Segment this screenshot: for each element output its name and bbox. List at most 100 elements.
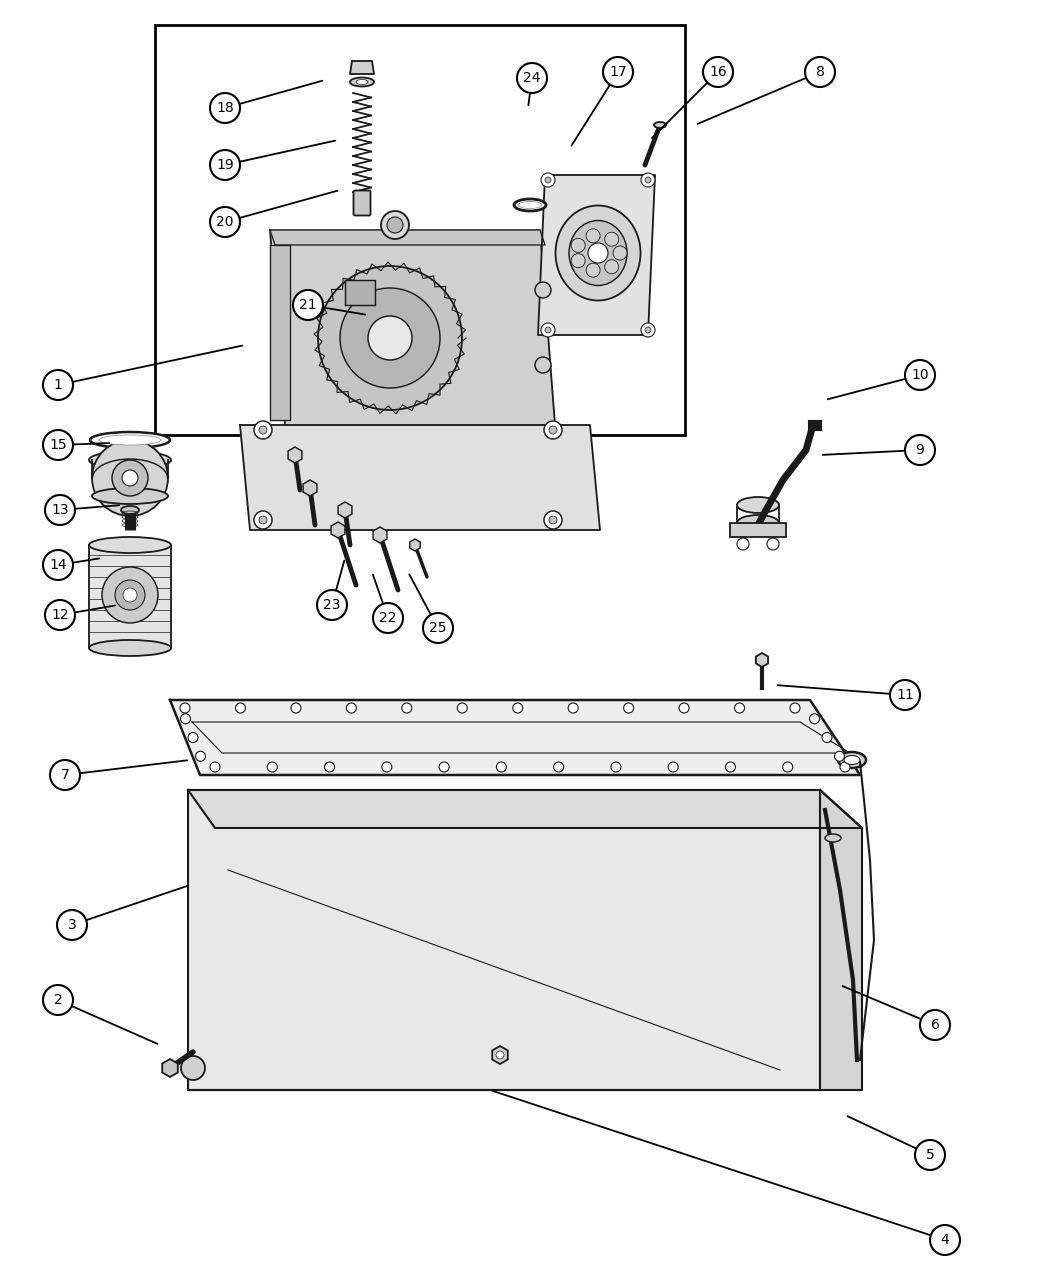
Polygon shape <box>270 230 555 425</box>
Circle shape <box>726 762 735 771</box>
Ellipse shape <box>356 79 368 84</box>
Circle shape <box>317 590 346 620</box>
Text: 24: 24 <box>523 71 541 85</box>
Text: 14: 14 <box>49 558 67 572</box>
Ellipse shape <box>825 834 841 842</box>
Circle shape <box>402 703 412 713</box>
Circle shape <box>668 762 678 771</box>
Circle shape <box>640 173 655 187</box>
Circle shape <box>346 703 356 713</box>
Circle shape <box>679 703 689 713</box>
Circle shape <box>387 217 403 233</box>
Circle shape <box>890 680 920 710</box>
Circle shape <box>536 282 551 298</box>
Circle shape <box>210 762 220 771</box>
Text: 7: 7 <box>61 768 69 782</box>
Circle shape <box>905 360 934 390</box>
Circle shape <box>905 435 934 465</box>
Circle shape <box>92 440 168 516</box>
Circle shape <box>840 762 850 771</box>
Polygon shape <box>350 61 374 74</box>
Text: 15: 15 <box>49 439 67 453</box>
Circle shape <box>340 288 440 388</box>
Text: 22: 22 <box>379 611 397 625</box>
Circle shape <box>549 516 556 524</box>
Text: 18: 18 <box>216 101 234 115</box>
Circle shape <box>810 714 819 724</box>
Ellipse shape <box>569 221 627 286</box>
Circle shape <box>122 470 138 486</box>
Circle shape <box>381 210 410 238</box>
Circle shape <box>822 733 832 742</box>
Text: 23: 23 <box>323 598 341 612</box>
Circle shape <box>188 733 198 742</box>
Circle shape <box>930 1225 960 1255</box>
Text: 3: 3 <box>67 918 77 932</box>
Text: 21: 21 <box>299 298 317 312</box>
Ellipse shape <box>737 515 779 530</box>
Text: 2: 2 <box>54 993 62 1007</box>
Polygon shape <box>188 790 820 1090</box>
Circle shape <box>568 703 579 713</box>
Ellipse shape <box>121 506 139 514</box>
Circle shape <box>324 762 335 771</box>
Circle shape <box>605 260 618 274</box>
Circle shape <box>268 762 277 771</box>
Circle shape <box>915 1140 945 1170</box>
Circle shape <box>790 703 800 713</box>
Circle shape <box>645 326 651 333</box>
Text: 19: 19 <box>216 158 234 172</box>
Circle shape <box>50 760 80 790</box>
Circle shape <box>373 603 403 632</box>
Text: 4: 4 <box>941 1233 949 1247</box>
Bar <box>155 26 685 435</box>
Circle shape <box>291 703 301 713</box>
Circle shape <box>293 289 323 320</box>
Circle shape <box>210 207 240 237</box>
Circle shape <box>571 254 585 268</box>
Text: 20: 20 <box>216 215 234 230</box>
Circle shape <box>181 1056 205 1080</box>
Circle shape <box>544 421 562 439</box>
Circle shape <box>259 516 267 524</box>
Circle shape <box>123 588 136 602</box>
Circle shape <box>457 703 467 713</box>
Circle shape <box>318 266 462 411</box>
Text: 6: 6 <box>930 1017 940 1031</box>
Polygon shape <box>270 245 290 419</box>
FancyBboxPatch shape <box>354 190 371 215</box>
Circle shape <box>624 703 633 713</box>
Circle shape <box>254 511 272 529</box>
Ellipse shape <box>514 199 546 210</box>
Circle shape <box>259 426 267 434</box>
Circle shape <box>611 762 621 771</box>
Text: 17: 17 <box>609 65 627 79</box>
Text: 5: 5 <box>926 1148 934 1162</box>
Text: 9: 9 <box>916 442 924 456</box>
Polygon shape <box>188 790 862 827</box>
Circle shape <box>603 57 633 87</box>
Circle shape <box>439 762 449 771</box>
Circle shape <box>195 751 206 761</box>
Circle shape <box>586 263 601 277</box>
Circle shape <box>517 62 547 93</box>
Circle shape <box>553 762 564 771</box>
Bar <box>345 280 375 305</box>
Text: 11: 11 <box>896 688 914 703</box>
Text: 13: 13 <box>51 504 69 516</box>
Circle shape <box>766 538 779 550</box>
Circle shape <box>45 601 75 630</box>
Circle shape <box>43 550 74 580</box>
Ellipse shape <box>90 432 170 448</box>
Circle shape <box>541 323 555 337</box>
Circle shape <box>737 538 749 550</box>
Circle shape <box>512 703 523 713</box>
Circle shape <box>805 57 835 87</box>
Text: 1: 1 <box>54 377 62 391</box>
Circle shape <box>588 244 608 263</box>
Bar <box>730 523 786 537</box>
Circle shape <box>210 93 240 122</box>
Polygon shape <box>270 230 545 245</box>
Circle shape <box>549 426 556 434</box>
Circle shape <box>640 323 655 337</box>
